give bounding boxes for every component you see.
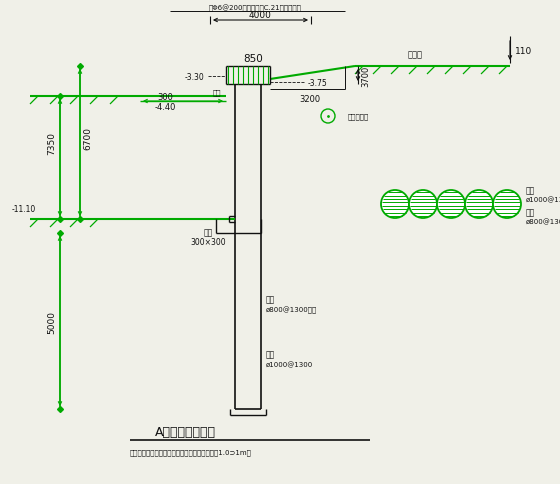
Circle shape — [381, 191, 409, 219]
Text: -3.75: -3.75 — [308, 78, 328, 87]
Text: 浆液凝固地: 浆液凝固地 — [348, 113, 369, 120]
Text: 副桓: 副桓 — [526, 186, 535, 195]
Text: 300: 300 — [157, 92, 173, 101]
Text: ø800@1300: ø800@1300 — [526, 218, 560, 225]
Text: 110: 110 — [515, 47, 533, 56]
Text: -4.40: -4.40 — [155, 102, 176, 111]
Text: 4000: 4000 — [249, 11, 272, 19]
Text: ø800@1300副桓: ø800@1300副桓 — [266, 306, 318, 313]
Circle shape — [493, 191, 521, 219]
Text: 6700: 6700 — [83, 127, 92, 150]
Text: 3700: 3700 — [362, 65, 371, 87]
Text: 7350: 7350 — [48, 132, 57, 155]
Text: 标Φ6@200橡皮，标层C.21混凝土额面: 标Φ6@200橡皮，标层C.21混凝土额面 — [208, 4, 301, 12]
Text: 副桓: 副桓 — [266, 295, 276, 304]
Text: 3200: 3200 — [300, 95, 320, 104]
Circle shape — [409, 191, 437, 219]
Text: -11.10: -11.10 — [12, 205, 36, 213]
Text: 主桓: 主桓 — [266, 350, 276, 359]
Text: -3.30: -3.30 — [184, 72, 204, 81]
Text: 850: 850 — [243, 54, 263, 64]
Text: 副桓: 副桓 — [526, 208, 535, 217]
Text: ø1000@1300: ø1000@1300 — [526, 197, 560, 203]
Text: 构造: 构造 — [203, 227, 213, 237]
Text: 结构: 结构 — [212, 90, 221, 96]
Text: 5000: 5000 — [48, 310, 57, 333]
Text: 300×300: 300×300 — [190, 238, 226, 246]
Circle shape — [437, 191, 465, 219]
Text: A区基坑支护剪面: A区基坑支护剪面 — [155, 425, 216, 439]
Text: 注：此处樱皮层中吃破石层混入桂性土层混入混1.0⊃1m。: 注：此处樱皮层中吃破石层混入桂性土层混入混1.0⊃1m。 — [130, 449, 252, 455]
Text: 笼居路: 笼居路 — [408, 50, 422, 60]
Circle shape — [465, 191, 493, 219]
Text: ø1000@1300: ø1000@1300 — [266, 361, 313, 367]
